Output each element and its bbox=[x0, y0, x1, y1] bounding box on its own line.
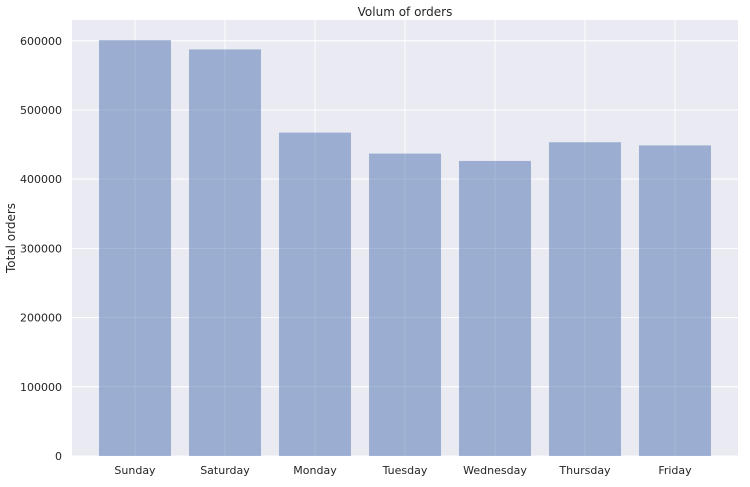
y-axis-label: Total orders bbox=[4, 203, 18, 274]
bar-monday bbox=[279, 132, 351, 457]
y-tick-label: 100000 bbox=[20, 381, 62, 394]
bar-friday bbox=[639, 145, 711, 456]
bar-sunday bbox=[99, 40, 171, 456]
x-tick-label: Thursday bbox=[558, 464, 611, 477]
x-tick-label: Wednesday bbox=[463, 464, 527, 477]
x-tick-label: Monday bbox=[293, 464, 337, 477]
bars bbox=[99, 40, 711, 457]
bar-thursday bbox=[549, 142, 621, 457]
y-tick-label: 300000 bbox=[20, 242, 62, 255]
x-tick-label: Saturday bbox=[200, 464, 250, 477]
x-tick-label: Sunday bbox=[114, 464, 156, 477]
y-tick-label: 0 bbox=[55, 450, 62, 463]
bar-saturday bbox=[189, 49, 261, 457]
y-tick-label: 400000 bbox=[20, 173, 62, 186]
y-tick-label: 500000 bbox=[20, 104, 62, 117]
x-axis-ticks: Sunday Saturday Monday Tuesday Wednesday Thur… bbox=[114, 464, 692, 477]
y-axis-ticks: 0 100000 200000 300000 400000 500000 600000 bbox=[20, 35, 62, 463]
bar-wednesday bbox=[459, 160, 531, 456]
x-tick-label: Friday bbox=[658, 464, 692, 477]
bar-tuesday bbox=[369, 153, 441, 456]
x-tick-label: Tuesday bbox=[382, 464, 428, 477]
chart-title: Volum of orders bbox=[358, 5, 453, 19]
y-tick-label: 600000 bbox=[20, 35, 62, 48]
y-tick-label: 200000 bbox=[20, 312, 62, 325]
